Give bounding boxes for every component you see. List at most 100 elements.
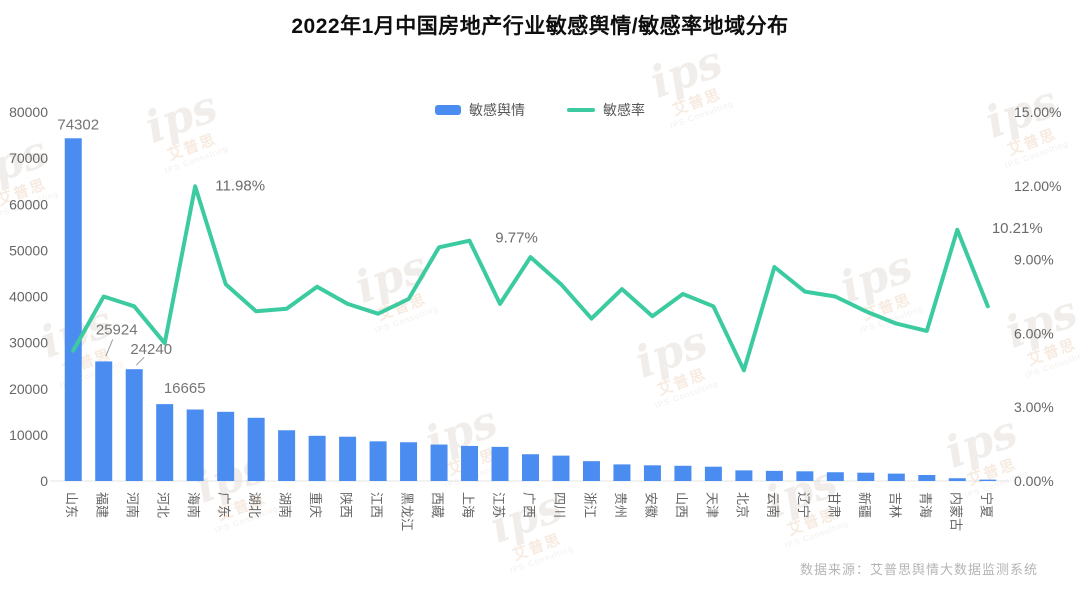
category-label: 湖北 <box>247 492 262 518</box>
legend-item-sentiment-rate[interactable]: 敏感率 <box>567 100 645 120</box>
category-label: 河南 <box>125 492 140 518</box>
category-label: 吉林 <box>887 492 902 518</box>
legend-label-line: 敏感率 <box>603 102 645 118</box>
bar-天津 <box>704 466 722 481</box>
right-axis-tick: 6.00% <box>1014 325 1054 341</box>
bar-江西 <box>369 441 387 481</box>
category-label: 天津 <box>704 492 719 518</box>
bar-新疆 <box>857 472 875 481</box>
bar-上海 <box>461 445 479 481</box>
category-label: 甘肃 <box>826 492 841 518</box>
bar-广西 <box>522 454 539 481</box>
category-label: 青海 <box>918 492 933 518</box>
bar-四川 <box>552 455 570 481</box>
category-label: 重庆 <box>308 492 323 518</box>
line-value-labels: 11.98% 9.77% 10.21% <box>215 177 1042 246</box>
right-axis-tick: 3.00% <box>1014 399 1054 415</box>
rate-line <box>71 184 990 373</box>
left-axis-tick: 50000 <box>9 242 48 258</box>
bar-陕西 <box>339 436 357 481</box>
axis-left: 0 10000 20000 30000 40000 50000 60000 70000 8000… <box>9 104 48 489</box>
right-axis-tick: 15.00% <box>1014 104 1061 120</box>
bar-吉林 <box>887 473 905 481</box>
category-label: 陕西 <box>339 492 354 518</box>
category-label: 安徽 <box>643 492 658 518</box>
category-label: 西藏 <box>430 492 445 518</box>
bar-value-label: 16665 <box>164 380 206 397</box>
line-series-swatch-icon <box>567 108 595 112</box>
x-axis-labels: 山东 福建 河南 河北 海南 广东 湖北 湖南 重庆 陕西 江西 黑龙江 西藏 上海 江苏 广西 四川 浙江 贵州安… <box>64 492 994 531</box>
bar-湖南 <box>278 430 296 481</box>
bar-浙江 <box>582 461 600 481</box>
category-label: 新疆 <box>857 492 872 518</box>
category-label: 辽宁 <box>796 492 811 518</box>
bar-series-swatch-icon <box>435 105 461 115</box>
category-label: 江西 <box>369 492 384 518</box>
bar-辽宁 <box>796 471 814 481</box>
legend-item-sentiment-volume[interactable]: 敏感舆情 <box>435 100 525 120</box>
category-label: 内蒙古 <box>948 492 963 531</box>
bar-湖北 <box>247 417 265 481</box>
left-axis-tick: 70000 <box>9 150 48 166</box>
category-label: 北京 <box>735 492 750 518</box>
left-axis-tick: 80000 <box>9 104 48 120</box>
bar-河南 <box>125 369 143 481</box>
line-value-label: 10.21% <box>992 220 1043 237</box>
category-label: 福建 <box>95 492 110 518</box>
left-axis-tick: 60000 <box>9 196 48 212</box>
bar-value-label: 24240 <box>130 341 172 358</box>
bar-北京 <box>735 470 753 481</box>
bar-安徽 <box>643 465 661 481</box>
category-label: 浙江 <box>583 492 598 518</box>
category-label: 云南 <box>765 492 780 518</box>
category-label: 宁夏 <box>979 492 994 518</box>
legend-label-bar: 敏感舆情 <box>469 102 525 118</box>
source-note: 数据来源：艾普思舆情大数据监测系统 <box>799 562 1038 577</box>
bar-重庆 <box>308 435 326 481</box>
bar-江苏 <box>491 446 509 481</box>
right-axis-tick: 12.00% <box>1014 178 1061 194</box>
axis-right: 0.00% 3.00% 6.00% 9.00% 12.00% 15.00% <box>1014 104 1061 489</box>
bar-甘肃 <box>826 472 844 481</box>
category-label: 四川 <box>552 492 567 518</box>
category-label: 河北 <box>156 492 171 518</box>
bar-value-label: 74302 <box>57 116 99 133</box>
legend: 敏感舆情 敏感率 <box>0 100 1080 120</box>
bar-黑龙江 <box>400 442 418 481</box>
bar-山西 <box>674 465 692 481</box>
bar-广东 <box>217 411 235 481</box>
bar-宁夏 <box>979 479 997 481</box>
bar-贵州 <box>613 464 631 481</box>
bar-海南 <box>186 409 204 481</box>
label-leader-line <box>135 356 145 366</box>
chart-title: 2022年1月中国房地产行业敏感舆情/敏感率地域分布 <box>291 15 789 38</box>
left-axis-tick: 20000 <box>9 381 48 397</box>
bars <box>64 138 997 481</box>
bar-云南 <box>765 470 783 481</box>
left-axis-tick: 40000 <box>9 289 48 305</box>
category-label: 湖南 <box>278 492 293 518</box>
bar-山东 <box>64 138 82 481</box>
category-label: 海南 <box>186 492 201 518</box>
line-value-label: 11.98% <box>215 177 265 194</box>
category-label: 黑龙江 <box>400 492 415 531</box>
category-label: 江苏 <box>491 492 506 518</box>
left-axis-tick: 0 <box>40 473 48 489</box>
left-axis-tick: 30000 <box>9 335 48 351</box>
left-axis-tick: 10000 <box>9 427 48 443</box>
bar-value-label: 25924 <box>96 321 138 338</box>
category-label: 山东 <box>64 492 79 518</box>
category-label: 广东 <box>217 492 232 518</box>
category-label: 上海 <box>461 492 476 518</box>
bar-西藏 <box>430 444 448 481</box>
bar-内蒙古 <box>948 478 966 481</box>
label-leader-line <box>105 339 114 357</box>
bar-青海 <box>918 475 936 481</box>
line-value-label: 9.77% <box>495 230 538 247</box>
bar-福建 <box>95 361 113 481</box>
category-label: 广西 <box>522 492 537 518</box>
bar-河北 <box>156 404 174 481</box>
